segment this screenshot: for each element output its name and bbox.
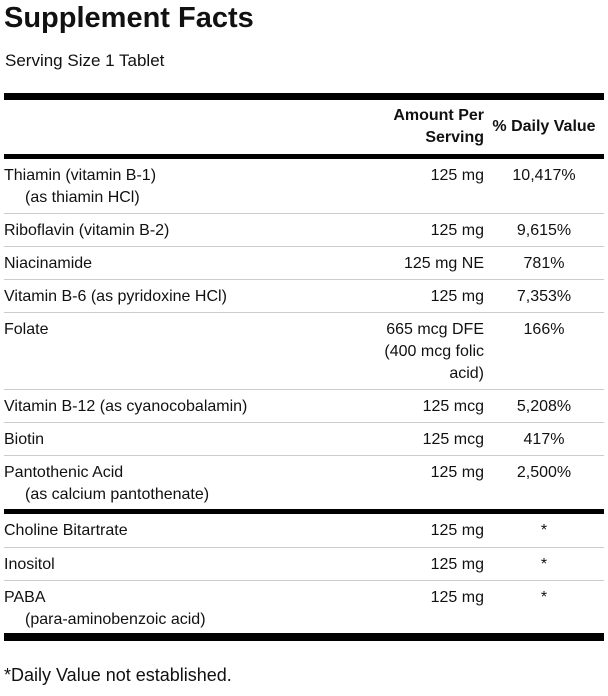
daily-value: * xyxy=(540,589,548,606)
amount-note: (400 mcg folic xyxy=(384,343,484,360)
nutrient-name: Folate xyxy=(4,321,49,338)
nutrient-name-cell: Niacinamide xyxy=(4,253,372,279)
amount: 125 mg xyxy=(430,589,484,606)
nutrient-source: (para-aminobenzoic acid) xyxy=(25,611,206,628)
amount: 125 mg xyxy=(430,222,484,239)
amount: 125 mg NE xyxy=(403,255,484,272)
divider-thick xyxy=(4,509,604,514)
nutrient-name-cell: Thiamin (vitamin B-1) (as thiamin HCl) xyxy=(4,165,372,213)
daily-value: 10,417% xyxy=(512,167,576,184)
divider-thick xyxy=(4,633,604,641)
amount-cell: 125 mcg xyxy=(372,396,484,422)
nutrient-source: (as calcium pantothenate) xyxy=(25,486,210,503)
amount: 125 mg xyxy=(430,288,484,305)
daily-value: 781% xyxy=(523,255,565,272)
nutrient-name-cell: Folate xyxy=(4,319,372,389)
daily-value: 417% xyxy=(523,431,565,448)
divider-thick xyxy=(4,154,604,159)
daily-value: * xyxy=(540,522,548,539)
amount-cell: 125 mg xyxy=(372,520,484,547)
amount-cell: 125 mg NE xyxy=(372,253,484,279)
table-row: Inositol 125 mg * xyxy=(4,547,604,580)
serving-size: Serving Size 1 Tablet xyxy=(5,51,165,70)
divider-thick xyxy=(4,93,604,100)
nutrient-name: Riboflavin (vitamin B-2) xyxy=(4,222,170,239)
amount: 125 mcg xyxy=(422,398,484,415)
daily-value: 7,353% xyxy=(516,288,572,305)
nutrient-name: Vitamin B-12 (as cyanocobalamin) xyxy=(4,398,248,415)
amount-cell: 125 mg xyxy=(372,554,484,580)
nutrient-name-cell: Inositol xyxy=(4,554,372,580)
table-row: Thiamin (vitamin B-1) (as thiamin HCl) 125… xyxy=(4,159,604,213)
table-header: Amount Per Serving % Daily Value xyxy=(4,100,604,154)
amount-note: acid) xyxy=(449,365,484,382)
amount: 125 mcg xyxy=(422,431,484,448)
nutrient-name: Thiamin (vitamin B-1) xyxy=(4,167,157,184)
footnote: *Daily Value not established. xyxy=(4,665,232,685)
nutrient-name: Choline Bitartrate xyxy=(4,522,128,539)
amount-cell: 125 mg xyxy=(372,462,484,509)
nutrient-name-cell: Vitamin B-12 (as cyanocobalamin) xyxy=(4,396,372,422)
amount: 125 mg xyxy=(430,464,484,481)
nutrient-name: Biotin xyxy=(4,431,45,448)
nutrient-name-cell: Pantothenic Acid (as calcium pantothenate… xyxy=(4,462,372,509)
page-title: Supplement Facts xyxy=(4,2,254,34)
table-row: Biotin 125 mcg 417% xyxy=(4,422,604,455)
amount: 125 mg xyxy=(430,167,484,184)
nutrient-name: Vitamin B-6 (as pyridoxine HCl) xyxy=(4,288,227,305)
nutrient-name: Inositol xyxy=(4,556,55,573)
supplement-facts-table: Amount Per Serving % Daily Value Thiamin… xyxy=(4,93,604,641)
table-row: Choline Bitartrate 125 mg * xyxy=(4,514,604,547)
amount-cell: 125 mg xyxy=(372,220,484,246)
daily-value-header: % Daily Value xyxy=(492,118,596,135)
amount-cell: 125 mcg xyxy=(372,429,484,455)
nutrient-name-cell: Vitamin B-6 (as pyridoxine HCl) xyxy=(4,286,372,312)
table-row: Vitamin B-12 (as cyanocobalamin) 125 mcg 5… xyxy=(4,389,604,422)
daily-value: 2,500% xyxy=(516,464,572,481)
nutrient-name-cell: PABA (para-aminobenzoic acid) xyxy=(4,587,372,633)
daily-value: 166% xyxy=(523,321,565,338)
nutrient-group-vitamins: Thiamin (vitamin B-1) (as thiamin HCl) 125… xyxy=(4,159,604,509)
daily-value: * xyxy=(540,556,548,573)
nutrient-name: PABA xyxy=(4,589,46,606)
amount-cell: 125 mg xyxy=(372,165,484,213)
nutrient-group-other: Choline Bitartrate 125 mg * Inositol 125 mg *… xyxy=(4,514,604,633)
nutrient-name: Pantothenic Acid xyxy=(4,464,124,481)
nutrient-source: (as thiamin HCl) xyxy=(25,189,140,206)
daily-value: 5,208% xyxy=(516,398,572,415)
amount-header: Amount Per Serving xyxy=(393,107,484,146)
amount-cell: 125 mg xyxy=(372,286,484,312)
daily-value: 9,615% xyxy=(516,222,572,239)
nutrient-name-cell: Riboflavin (vitamin B-2) xyxy=(4,220,372,246)
amount-cell: 125 mg xyxy=(372,587,484,633)
table-row: Folate 665 mcg DFE (400 mcg folic acid) 166% xyxy=(4,312,604,389)
nutrient-name-cell: Choline Bitartrate xyxy=(4,520,372,547)
amount: 125 mg xyxy=(430,522,484,539)
amount: 665 mcg DFE xyxy=(386,321,484,338)
table-row: Pantothenic Acid (as calcium pantothenate… xyxy=(4,455,604,509)
table-row: Vitamin B-6 (as pyridoxine HCl) 125 mg 7,3… xyxy=(4,279,604,312)
amount-cell: 665 mcg DFE (400 mcg folic acid) xyxy=(372,319,484,389)
table-row: Niacinamide 125 mg NE 781% xyxy=(4,246,604,279)
table-row: Riboflavin (vitamin B-2) 125 mg 9,615% xyxy=(4,213,604,246)
nutrient-name: Niacinamide xyxy=(4,255,93,272)
table-row: PABA (para-aminobenzoic acid) 125 mg * xyxy=(4,580,604,633)
nutrient-name-cell: Biotin xyxy=(4,429,372,455)
amount: 125 mg xyxy=(430,556,484,573)
